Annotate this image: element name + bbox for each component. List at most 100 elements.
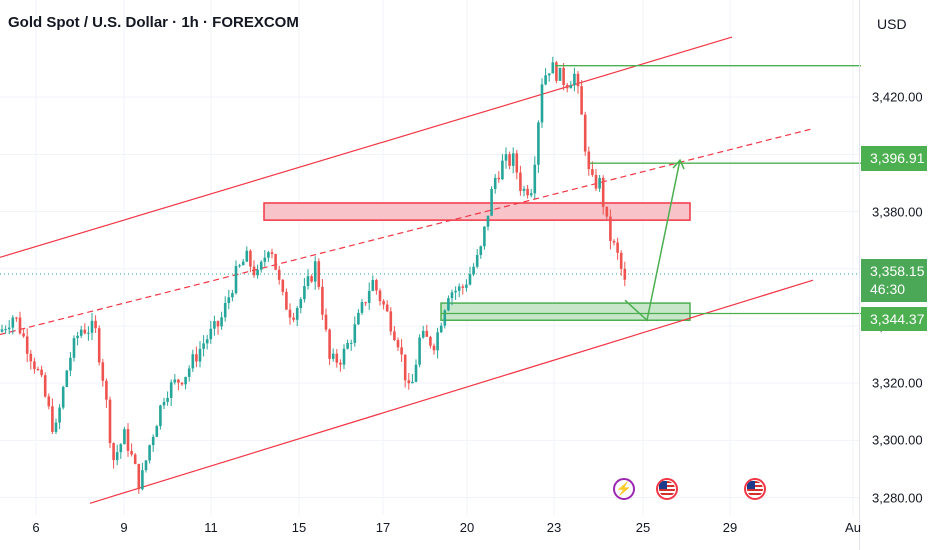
price-axis-divider bbox=[859, 0, 860, 550]
candle-body bbox=[425, 330, 429, 337]
candle-body bbox=[51, 406, 54, 432]
time-tick-label: 23 bbox=[546, 520, 562, 535]
candle-body bbox=[238, 265, 241, 267]
candle-body bbox=[601, 177, 605, 207]
candle-body bbox=[623, 268, 627, 280]
candle-body bbox=[616, 242, 619, 253]
candle-body bbox=[504, 154, 508, 161]
support-zone bbox=[440, 302, 691, 321]
candle-body bbox=[393, 331, 396, 341]
target-level-tag: 3,396.91 bbox=[861, 146, 927, 171]
candle-body bbox=[432, 345, 436, 351]
candle-body bbox=[450, 292, 454, 299]
candle-body bbox=[493, 177, 497, 189]
candle-body bbox=[378, 290, 382, 302]
candle-body bbox=[324, 314, 328, 330]
candle-body bbox=[231, 293, 234, 298]
candle-body bbox=[213, 321, 216, 329]
candle-body bbox=[497, 177, 501, 180]
chart-title: Gold Spot / U.S. Dollar · 1h · FOREXCOM bbox=[8, 14, 299, 31]
candle-body bbox=[454, 290, 457, 293]
candle-body bbox=[303, 286, 306, 300]
time-tick-label: 9 bbox=[120, 520, 128, 535]
candle-body bbox=[407, 380, 411, 384]
candle-body bbox=[472, 266, 475, 275]
candle-body bbox=[612, 240, 616, 243]
candle-body bbox=[583, 114, 587, 152]
candle-body bbox=[533, 164, 537, 194]
candle-body bbox=[137, 463, 141, 490]
candle-body bbox=[87, 332, 90, 334]
candle-body bbox=[90, 320, 94, 333]
candle-body bbox=[565, 84, 569, 89]
candle-body bbox=[0, 329, 4, 332]
candle-body bbox=[18, 317, 22, 334]
candle-body bbox=[609, 216, 612, 241]
channel-mid-line bbox=[0, 128, 814, 336]
candle-body bbox=[580, 86, 583, 115]
candle-body bbox=[270, 252, 274, 254]
candle-body bbox=[486, 215, 490, 227]
candle-body bbox=[483, 226, 486, 247]
channel-upper-line bbox=[0, 36, 733, 258]
projection-arrowhead bbox=[672, 158, 685, 170]
current-price-value: 3,358.15 bbox=[870, 263, 925, 279]
candle-body bbox=[403, 354, 407, 381]
candle-body bbox=[130, 450, 133, 455]
candle-body bbox=[364, 302, 367, 304]
candle-body bbox=[155, 426, 159, 437]
candle-body bbox=[180, 382, 184, 385]
candle-body bbox=[47, 396, 51, 407]
candle-body bbox=[335, 353, 339, 363]
candle-body bbox=[587, 151, 591, 170]
candle-body bbox=[501, 160, 504, 180]
candle-body bbox=[187, 368, 191, 377]
candle-body bbox=[414, 364, 418, 382]
candle-body bbox=[591, 169, 594, 175]
candle-body bbox=[558, 67, 562, 81]
candle-body bbox=[123, 429, 126, 445]
candle-body bbox=[61, 386, 65, 408]
price-tick-label: 3,420.00 bbox=[872, 89, 923, 105]
candle-body bbox=[72, 338, 76, 358]
candle-body bbox=[249, 250, 252, 267]
candle-body bbox=[288, 309, 292, 318]
candle-body bbox=[598, 177, 601, 189]
candle-body bbox=[551, 62, 555, 74]
time-tick-label: 20 bbox=[459, 520, 475, 535]
candle-body bbox=[36, 369, 40, 371]
candle-body bbox=[97, 328, 101, 363]
lightning-icon[interactable]: ⚡ bbox=[613, 478, 635, 500]
candle-body bbox=[126, 429, 130, 451]
candle-body bbox=[22, 333, 25, 337]
candle-body bbox=[133, 454, 137, 464]
time-tick-label: 15 bbox=[291, 520, 307, 535]
candle-body bbox=[367, 290, 371, 303]
resistance-zone bbox=[263, 202, 691, 221]
time-tick-label: 29 bbox=[722, 520, 738, 535]
candle-body bbox=[277, 269, 281, 280]
currency-label[interactable]: USD bbox=[877, 16, 907, 32]
us-flag-icon[interactable] bbox=[656, 478, 678, 500]
us-flag-icon[interactable] bbox=[744, 478, 766, 500]
candle-body bbox=[522, 188, 526, 191]
candle-body bbox=[519, 172, 522, 191]
candle-body bbox=[540, 84, 544, 123]
candle-body bbox=[209, 328, 213, 340]
candle-body bbox=[40, 369, 43, 376]
candle-body bbox=[65, 370, 69, 387]
candle-body bbox=[418, 337, 421, 365]
time-tick-label: 6 bbox=[32, 520, 40, 535]
candle-body bbox=[447, 298, 450, 311]
candle-body bbox=[285, 291, 288, 310]
candle-body bbox=[385, 304, 389, 312]
price-tick-label: 3,320.00 bbox=[872, 375, 923, 391]
candle-body bbox=[177, 379, 180, 383]
candle-body bbox=[357, 312, 360, 325]
candle-body bbox=[508, 154, 511, 166]
candle-body bbox=[252, 266, 256, 276]
candle-body bbox=[479, 246, 483, 255]
candle-body bbox=[108, 399, 112, 444]
